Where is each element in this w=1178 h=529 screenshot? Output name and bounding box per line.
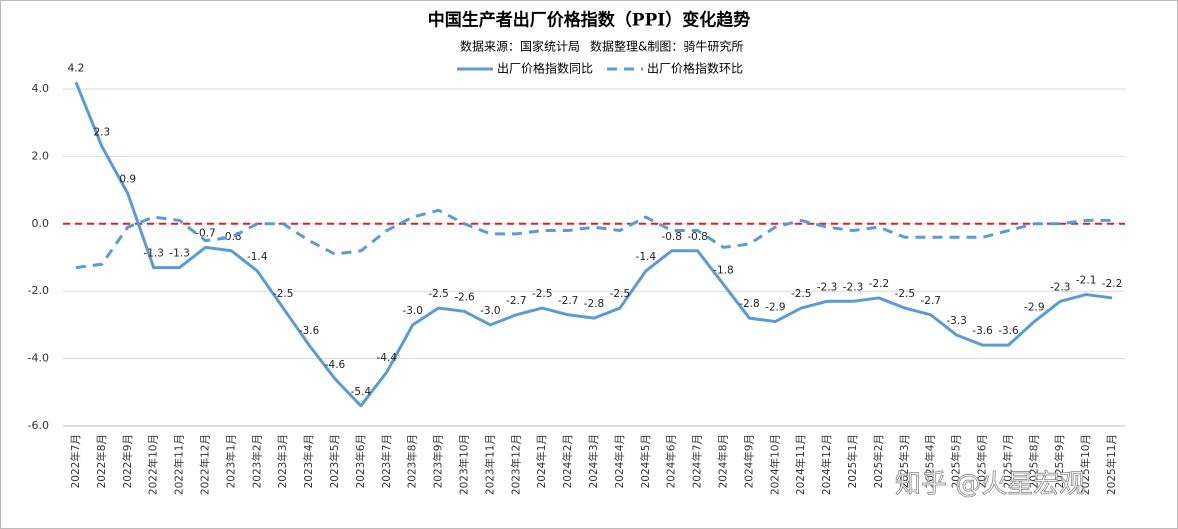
data-label: -0.7 xyxy=(195,227,216,239)
x-tick-label: 2022年10月 xyxy=(147,434,160,495)
x-tick-label: 2025年7月 xyxy=(1001,434,1014,488)
data-label: -1.4 xyxy=(636,251,657,263)
data-label: -2.1 xyxy=(1076,275,1097,287)
data-label: -2.5 xyxy=(895,288,916,300)
data-label: -2.7 xyxy=(506,295,527,307)
data-label: -2.3 xyxy=(817,281,838,293)
data-label: -2.2 xyxy=(869,278,890,290)
x-tick-label: 2025年10月 xyxy=(1079,434,1092,495)
x-tick-label: 2023年6月 xyxy=(354,434,367,488)
legend-label: 出厂价格指数同比 xyxy=(497,61,593,76)
y-tick-label: 0.0 xyxy=(32,217,50,230)
data-label: -1.4 xyxy=(247,251,268,263)
data-label: -3.0 xyxy=(480,305,501,317)
data-label: -3.6 xyxy=(299,325,320,337)
data-label: -4.4 xyxy=(377,352,398,364)
data-label: -3.3 xyxy=(946,315,967,327)
x-tick-label: 2024年1月 xyxy=(535,434,548,488)
data-label: -2.7 xyxy=(920,295,941,307)
data-label: -3.6 xyxy=(998,325,1019,337)
credit: 数据整理&制图：骑牛研究所 xyxy=(590,39,743,54)
data-label: -2.5 xyxy=(428,288,449,300)
data-label: -4.6 xyxy=(325,359,346,371)
plot: -6.0 -4.0 -2.0 0.0 2.0 4.0 2022年7月 2022年8月 2022年… xyxy=(28,62,1125,495)
x-tick-label: 2023年1月 xyxy=(224,434,237,488)
x-tick-label: 2022年7月 xyxy=(69,434,82,488)
data-label: -2.8 xyxy=(739,298,760,310)
data-label: -2.9 xyxy=(1024,302,1045,314)
data-label: 0.9 xyxy=(119,173,136,185)
data-label: -2.9 xyxy=(765,302,786,314)
x-tick-label: 2025年4月 xyxy=(924,434,937,488)
x-tick-label: 2022年11月 xyxy=(173,434,186,495)
x-tick-label: 2023年12月 xyxy=(509,434,522,495)
data-label: -3.6 xyxy=(972,325,993,337)
x-tick-label: 2023年4月 xyxy=(302,434,315,488)
y-tick-label: 4.0 xyxy=(32,82,50,95)
data-label: -0.8 xyxy=(661,231,682,243)
x-tick-label: 2024年12月 xyxy=(820,434,833,495)
data-label: -1.8 xyxy=(713,264,734,276)
data-label: -2.6 xyxy=(454,291,475,303)
x-tick-label: 2024年7月 xyxy=(691,434,704,488)
x-tick-label: 2024年8月 xyxy=(717,434,730,488)
series-line xyxy=(75,208,1113,270)
data-label: -0.8 xyxy=(687,231,708,243)
y-tick-label: -2.0 xyxy=(28,284,49,297)
x-tick-label: 2023年8月 xyxy=(406,434,419,488)
x-tick-label: 2023年3月 xyxy=(276,434,289,488)
x-tick-label: 2023年2月 xyxy=(250,434,263,488)
x-tick-label: 2024年2月 xyxy=(561,434,574,488)
x-tick-label: 2023年7月 xyxy=(380,434,393,488)
x-tick-label: 2025年1月 xyxy=(846,434,859,488)
data-label: -5.4 xyxy=(351,386,372,398)
data-label: -2.5 xyxy=(532,288,553,300)
y-tick-label: 2.0 xyxy=(32,149,50,162)
watermark: 知乎 @火星宏观 xyxy=(895,470,1085,500)
x-tick-label: 2023年5月 xyxy=(328,434,341,488)
x-tick-label: 2025年8月 xyxy=(1027,434,1040,488)
x-tick-label: 2024年3月 xyxy=(587,434,600,488)
series-line xyxy=(74,81,1113,408)
x-tick-label: 2024年5月 xyxy=(639,434,652,488)
data-label: -3.0 xyxy=(402,305,423,317)
data-label: -2.3 xyxy=(843,281,864,293)
x-tick-label: 2025年2月 xyxy=(872,434,885,488)
chart-title: 中国生产者出厂价格指数（PPI）变化趋势 xyxy=(428,10,751,31)
x-tick-label: 2025年9月 xyxy=(1053,434,1066,488)
data-label: -2.2 xyxy=(1102,278,1123,290)
data-label: -2.5 xyxy=(273,288,294,300)
data-label: -2.5 xyxy=(791,288,812,300)
data-label: -2.3 xyxy=(1050,281,1071,293)
x-tick-label: 2024年10月 xyxy=(768,434,781,495)
x-tick-label: 2025年3月 xyxy=(898,434,911,488)
data-label: -1.3 xyxy=(169,248,190,260)
x-tick-label: 2025年6月 xyxy=(976,434,989,488)
x-tick-label: 2023年11月 xyxy=(483,434,496,495)
data-label: -2.7 xyxy=(558,295,579,307)
x-tick-label: 2023年9月 xyxy=(432,434,445,488)
x-tick-label: 2022年12月 xyxy=(198,434,211,495)
x-tick-label: 2025年5月 xyxy=(950,434,963,488)
data-label: 2.3 xyxy=(94,126,111,138)
y-tick-label: -4.0 xyxy=(28,352,49,365)
data-label: -2.5 xyxy=(610,288,631,300)
data-label: -2.8 xyxy=(584,298,605,310)
x-tick-label: 2023年10月 xyxy=(457,434,470,495)
x-tick-label: 2024年11月 xyxy=(794,434,807,495)
x-tick-label: 2022年8月 xyxy=(95,434,108,488)
x-tick-label: 2022年9月 xyxy=(121,434,134,488)
data-label: -1.3 xyxy=(143,248,164,260)
x-tick-label: 2025年11月 xyxy=(1105,434,1118,495)
source: 数据来源：国家统计局 xyxy=(460,39,580,54)
y-tick-label: -6.0 xyxy=(28,419,49,432)
x-tick-label: 2024年9月 xyxy=(742,434,755,488)
data-label: 4.2 xyxy=(68,62,85,74)
x-tick-label: 2024年4月 xyxy=(613,434,626,488)
legend-label: 出厂价格指数环比 xyxy=(647,61,743,76)
x-tick-label: 2024年6月 xyxy=(665,434,678,488)
